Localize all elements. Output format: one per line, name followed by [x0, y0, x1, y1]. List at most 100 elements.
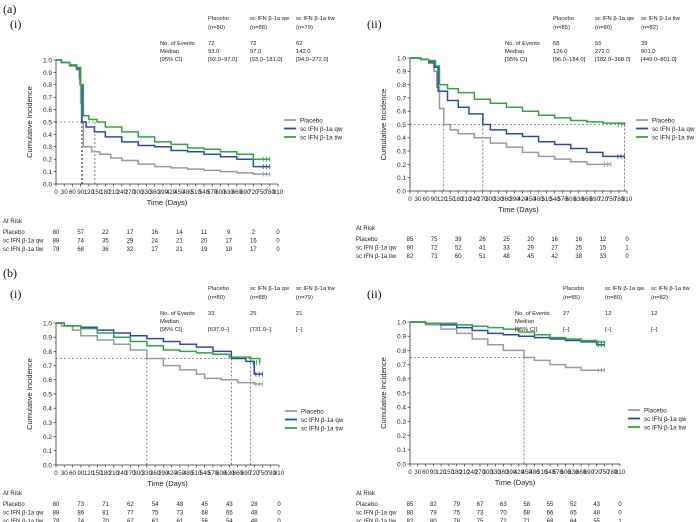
- y-tick-label: 0.3: [397, 149, 406, 156]
- x-tick-label: 420: [514, 469, 525, 476]
- y-tick-label: 0.0: [43, 181, 52, 188]
- y-tick-label: 0.2: [397, 433, 406, 440]
- x-tick-label: 600: [215, 189, 226, 196]
- at-risk-value: 68: [201, 511, 208, 517]
- x-tick-label: 720: [248, 189, 259, 196]
- at-risk-value: 71: [102, 502, 109, 508]
- at-risk-value: 43: [593, 502, 600, 508]
- y-tick-label: 0.6: [43, 107, 52, 114]
- at-risk-value: 48: [177, 502, 184, 508]
- legend-label: Placebo: [644, 407, 667, 414]
- y-tick-label: 1.0: [397, 55, 406, 62]
- at-risk-value: 0: [277, 502, 281, 508]
- y-tick-label: 0.0: [397, 461, 406, 468]
- x-tick-label: 30: [61, 470, 68, 477]
- y-tick-label: 0.5: [43, 391, 52, 398]
- x-tick-label: 120: [84, 189, 95, 196]
- summary-value: 25: [250, 311, 256, 317]
- summary-value: 801.0: [641, 49, 656, 55]
- at-risk-row-label: sc IFN β-1a tiw: [356, 254, 397, 260]
- at-risk-value: 54: [226, 519, 233, 522]
- y-tick-label: 1.0: [397, 319, 406, 326]
- series-line: [56, 59, 270, 160]
- at-risk-row-label: Placebo: [3, 502, 25, 508]
- x-tick-label: 360: [501, 196, 512, 203]
- x-tick-label: 390: [158, 470, 169, 477]
- at-risk-value: 81: [102, 511, 109, 517]
- at-risk-value: 79: [53, 247, 60, 253]
- x-tick-label: 270: [125, 189, 136, 196]
- charts-group: (i)0.00.10.20.30.40.50.60.70.80.91.00 30 6…: [3, 16, 695, 522]
- summary-value: [182.0–368.0]: [595, 57, 631, 63]
- summary-subheader: (n=85): [553, 25, 570, 31]
- x-tick-label: 0: [54, 189, 58, 196]
- summary-value: [–]: [563, 327, 570, 333]
- x-tick-label: 30: [61, 189, 68, 196]
- at-risk-value: 66: [547, 511, 554, 517]
- x-tick-label: 510: [541, 196, 552, 203]
- at-risk-value: 57: [77, 230, 84, 236]
- at-risk-value: 54: [152, 502, 159, 508]
- at-risk-value: 32: [127, 247, 134, 253]
- at-risk-value: 52: [455, 246, 462, 252]
- at-risk-value: 73: [477, 511, 484, 517]
- x-tick-label: 690: [241, 470, 252, 477]
- at-risk-value: 9: [227, 230, 231, 236]
- summary-header: sc IFN β-1a qw: [605, 286, 645, 292]
- x-tick-label: 360: [150, 189, 161, 196]
- summary-row-label: Median: [160, 49, 179, 55]
- legend-label: sc IFN β-1a tiw: [300, 134, 343, 141]
- chart-a-i: (i)0.00.10.20.30.40.50.60.70.80.91.00 30 6…: [3, 16, 343, 253]
- at-risk-value: 17: [250, 247, 257, 253]
- summary-value: 21: [296, 311, 302, 317]
- x-tick-label: 0: [408, 469, 412, 476]
- summary-value: 93.0: [208, 49, 219, 55]
- summary-value: [449.0–801.0]: [641, 57, 677, 63]
- at-risk-value: 75: [431, 237, 438, 243]
- x-tick-label: 810: [622, 196, 633, 203]
- at-risk-value: 85: [407, 502, 414, 508]
- summary-value: 12: [605, 311, 611, 317]
- summary-row-label: Median: [160, 319, 179, 325]
- x-tick-label: 330: [141, 189, 152, 196]
- at-risk-value: 1: [625, 246, 629, 252]
- summary-row-label: Median: [505, 49, 524, 55]
- at-risk-value: 74: [77, 519, 84, 522]
- at-risk-value: 72: [431, 246, 438, 252]
- summary-value: 72: [208, 41, 214, 47]
- at-risk-value: 25: [575, 246, 582, 252]
- y-tick-label: 0.6: [397, 109, 406, 116]
- at-risk-value: 19: [225, 247, 232, 253]
- at-risk-value: 48: [593, 511, 600, 517]
- at-risk-value: 1: [618, 519, 622, 522]
- summary-header: sc IFN β-1a tiw: [651, 286, 691, 292]
- x-tick-label: 420: [517, 196, 528, 203]
- at-risk-value: 79: [53, 519, 60, 522]
- summary-header: sc IFN β-1a qw: [250, 286, 290, 292]
- x-tick-label: 210: [459, 469, 470, 476]
- at-risk-value: 2: [252, 230, 256, 236]
- summary-value: [92.0–97.0]: [208, 57, 237, 63]
- summary-value: [93.0–181.0]: [250, 57, 283, 63]
- x-tick-label: 90: [431, 196, 438, 203]
- x-tick-label: 420: [166, 189, 177, 196]
- y-tick-label: 1.0: [43, 57, 52, 64]
- at-risk-row-label: sc IFN β-1a tiw: [3, 247, 44, 253]
- at-risk-value: 29: [127, 239, 134, 245]
- legend-label: sc IFN β-1a tiw: [644, 424, 687, 431]
- y-tick-label: 0.9: [397, 334, 406, 341]
- summary-row-label: No. of Events: [160, 41, 195, 47]
- summary-value: [–]: [296, 327, 303, 333]
- at-risk-value: 80: [53, 502, 60, 508]
- at-risk-value: 33: [600, 254, 607, 260]
- x-tick-label: 600: [566, 196, 577, 203]
- y-tick-label: 0.3: [397, 419, 406, 426]
- x-tick-label: 330: [142, 470, 153, 477]
- at-risk-value: 0: [276, 247, 280, 253]
- y-tick-label: 0.7: [397, 362, 406, 369]
- x-tick-label: 510: [191, 470, 202, 477]
- at-risk-value: 27: [551, 246, 558, 252]
- x-tick-label: 510: [537, 469, 548, 476]
- at-risk-value: 0: [276, 230, 280, 236]
- chart-b-ii: (ii)0.00.10.20.30.40.50.60.70.80.91.00 30…: [356, 286, 691, 522]
